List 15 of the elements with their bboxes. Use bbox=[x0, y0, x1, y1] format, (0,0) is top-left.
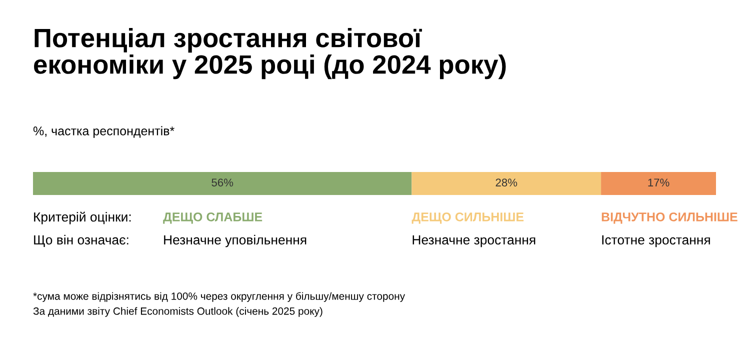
text: Що він означає: bbox=[34, 234, 128, 248]
text: Незначне уповільнення bbox=[164, 234, 306, 248]
series-label: ДЕЩО СЛАБШЕ bbox=[163, 212, 262, 224]
data-label: 17% bbox=[648, 178, 670, 186]
chart-subtitle: %, частка респондентів* bbox=[33, 126, 174, 138]
text: Істотне зростання bbox=[602, 235, 710, 248]
series-label: ВІДЧУТНО СИЛЬНІШЕ bbox=[602, 212, 738, 224]
chart-title: Потенціал зростання світової економіки у 2025 році (до 2024 року) bbox=[34, 28, 506, 80]
data-label: 28% bbox=[496, 178, 518, 186]
text: За даними звіту Chief Economists Outlook (січень 2025 року) bbox=[33, 307, 322, 317]
text: *сума може відрізнятись від 100% через округлення у більшу/меншу сторону bbox=[33, 292, 406, 302]
data-label: 56% bbox=[212, 178, 234, 186]
text: Незначне зростання bbox=[412, 235, 536, 248]
text: Критерій оцінки: bbox=[34, 212, 131, 224]
series-label: ДЕЩО СИЛЬНІШЕ bbox=[412, 212, 524, 224]
